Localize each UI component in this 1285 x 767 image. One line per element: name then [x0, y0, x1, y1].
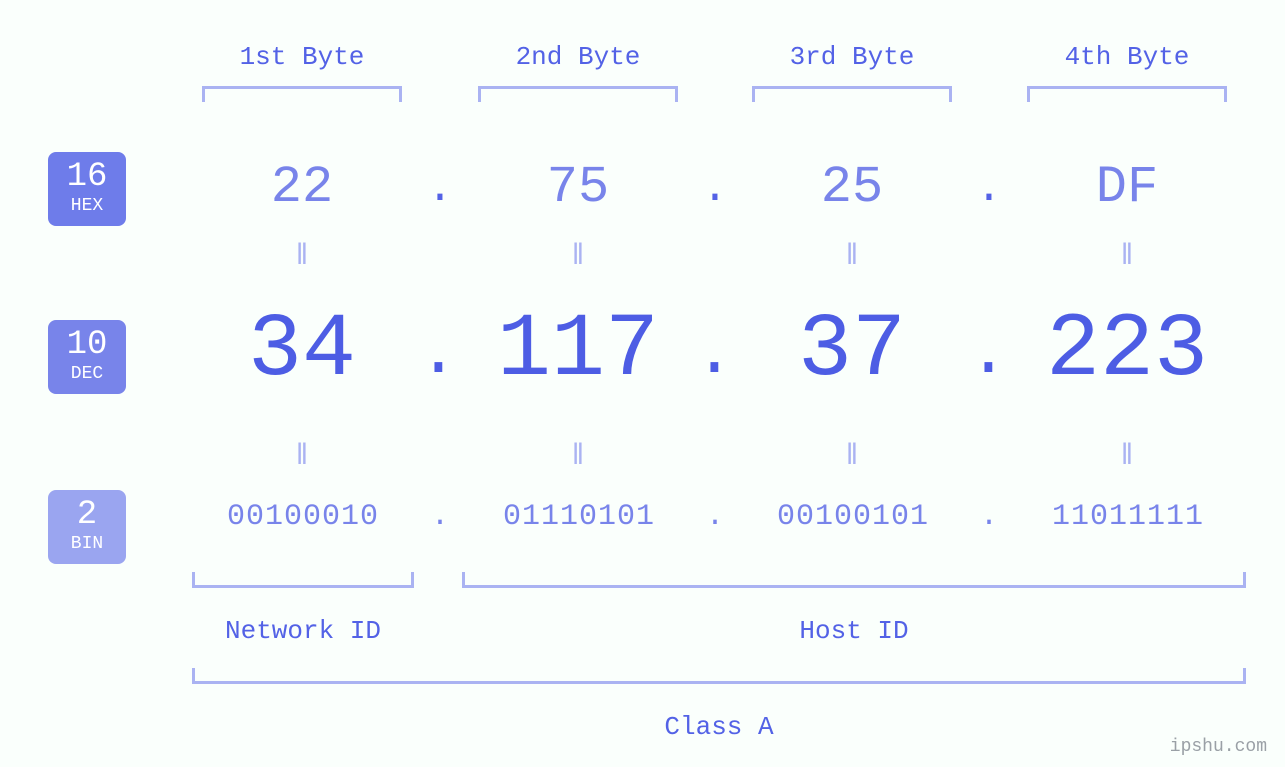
- watermark: ipshu.com: [1170, 737, 1267, 757]
- bin-dot-2: .: [702, 500, 728, 534]
- bracket-host-id: [462, 572, 1246, 588]
- top-bracket-1: [202, 86, 402, 102]
- bin-byte-3: 00100101: [742, 500, 964, 534]
- byte-header-2: 2nd Byte: [508, 42, 648, 72]
- hex-byte-1: 22: [232, 158, 372, 217]
- bracket-class: [192, 668, 1246, 684]
- eq-1-4: ǁ: [1107, 240, 1147, 274]
- label-host-id: Host ID: [462, 616, 1246, 646]
- bin-byte-1: 00100010: [192, 500, 414, 534]
- dec-dot-1: .: [418, 316, 458, 393]
- hex-dot-1: .: [425, 164, 455, 214]
- badge-dec: 10 DEC: [48, 320, 126, 394]
- badge-hex: 16 HEX: [48, 152, 126, 226]
- badge-bin-lbl: BIN: [71, 534, 103, 556]
- eq-2-3: ǁ: [832, 440, 872, 474]
- eq-2-2: ǁ: [558, 440, 598, 474]
- hex-byte-2: 75: [508, 158, 648, 217]
- eq-1-1: ǁ: [282, 240, 322, 274]
- dec-byte-2: 117: [468, 300, 688, 402]
- bracket-network-id: [192, 572, 414, 588]
- bin-dot-3: .: [976, 500, 1002, 534]
- byte-header-4: 4th Byte: [1057, 42, 1197, 72]
- hex-dot-2: .: [700, 164, 730, 214]
- label-network-id: Network ID: [192, 616, 414, 646]
- dec-byte-4: 223: [1017, 300, 1237, 402]
- eq-1-2: ǁ: [558, 240, 598, 274]
- bin-byte-2: 01110101: [468, 500, 690, 534]
- byte-header-1: 1st Byte: [232, 42, 372, 72]
- hex-dot-3: .: [974, 164, 1004, 214]
- dec-dot-2: .: [694, 316, 734, 393]
- label-class: Class A: [192, 712, 1246, 742]
- top-bracket-4: [1027, 86, 1227, 102]
- badge-hex-lbl: HEX: [71, 196, 103, 218]
- badge-dec-lbl: DEC: [71, 364, 103, 386]
- hex-byte-4: DF: [1057, 158, 1197, 217]
- byte-header-3: 3rd Byte: [782, 42, 922, 72]
- top-bracket-2: [478, 86, 678, 102]
- badge-bin: 2 BIN: [48, 490, 126, 564]
- badge-bin-num: 2: [77, 498, 97, 532]
- dec-dot-3: .: [968, 316, 1008, 393]
- dec-byte-1: 34: [192, 300, 412, 402]
- bin-dot-1: .: [427, 500, 453, 534]
- eq-1-3: ǁ: [832, 240, 872, 274]
- badge-dec-num: 10: [67, 328, 108, 362]
- dec-byte-3: 37: [742, 300, 962, 402]
- hex-byte-3: 25: [782, 158, 922, 217]
- top-bracket-3: [752, 86, 952, 102]
- eq-2-4: ǁ: [1107, 440, 1147, 474]
- bin-byte-4: 11011111: [1017, 500, 1239, 534]
- eq-2-1: ǁ: [282, 440, 322, 474]
- badge-hex-num: 16: [67, 160, 108, 194]
